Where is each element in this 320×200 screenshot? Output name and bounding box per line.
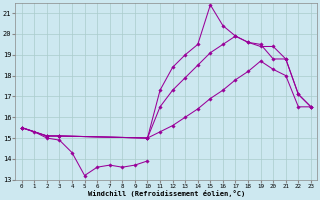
X-axis label: Windchill (Refroidissement éolien,°C): Windchill (Refroidissement éolien,°C) [88, 190, 245, 197]
